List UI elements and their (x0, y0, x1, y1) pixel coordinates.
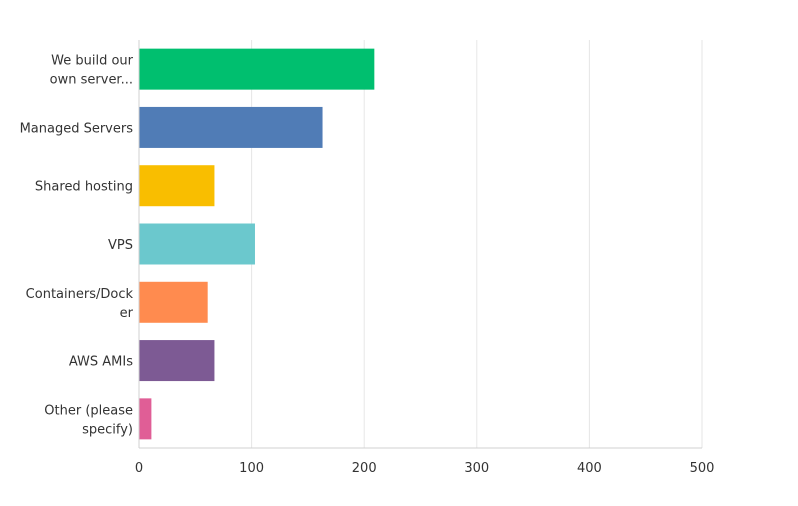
category-label: Other (please specify) (44, 403, 133, 437)
grid-lines (251, 40, 703, 448)
category-label-line: Shared hosting (35, 180, 133, 195)
category-label: Containers/Dock er (26, 287, 134, 321)
bar-3 (139, 223, 255, 265)
category-label-line: specify) (82, 422, 133, 437)
bar-2 (139, 165, 215, 207)
x-tick-label: 300 (464, 461, 489, 476)
x-tick-label: 400 (577, 461, 602, 476)
x-tick-label: 200 (352, 461, 377, 476)
category-label-line: er (120, 306, 134, 321)
bar-5 (139, 340, 215, 382)
category-label-line: Other (please (44, 403, 133, 418)
category-label: Managed Servers (20, 121, 134, 136)
category-label-line: We build our (51, 54, 134, 69)
bar-0 (139, 48, 375, 90)
bar-4 (139, 281, 208, 323)
bar-6 (139, 398, 152, 440)
category-label-line: Containers/Dock (26, 287, 134, 302)
bar-1 (139, 106, 323, 148)
category-label-line: own server... (50, 73, 133, 88)
x-tick-label: 100 (239, 461, 264, 476)
category-labels: We build our own server... Managed Servers… (20, 54, 134, 438)
category-label-line: AWS AMIs (69, 355, 133, 370)
category-label-line: Managed Servers (20, 121, 134, 136)
bars (139, 48, 375, 440)
category-label: VPS (108, 238, 133, 253)
category-label-line: VPS (108, 238, 133, 253)
x-tick-label: 500 (690, 461, 715, 476)
x-axis-ticks: 0 100 200 300 400 500 (135, 461, 715, 476)
category-label: Shared hosting (35, 180, 133, 195)
x-tick-label: 0 (135, 461, 143, 476)
category-label: AWS AMIs (69, 355, 133, 370)
category-label: We build our own server... (50, 54, 134, 88)
